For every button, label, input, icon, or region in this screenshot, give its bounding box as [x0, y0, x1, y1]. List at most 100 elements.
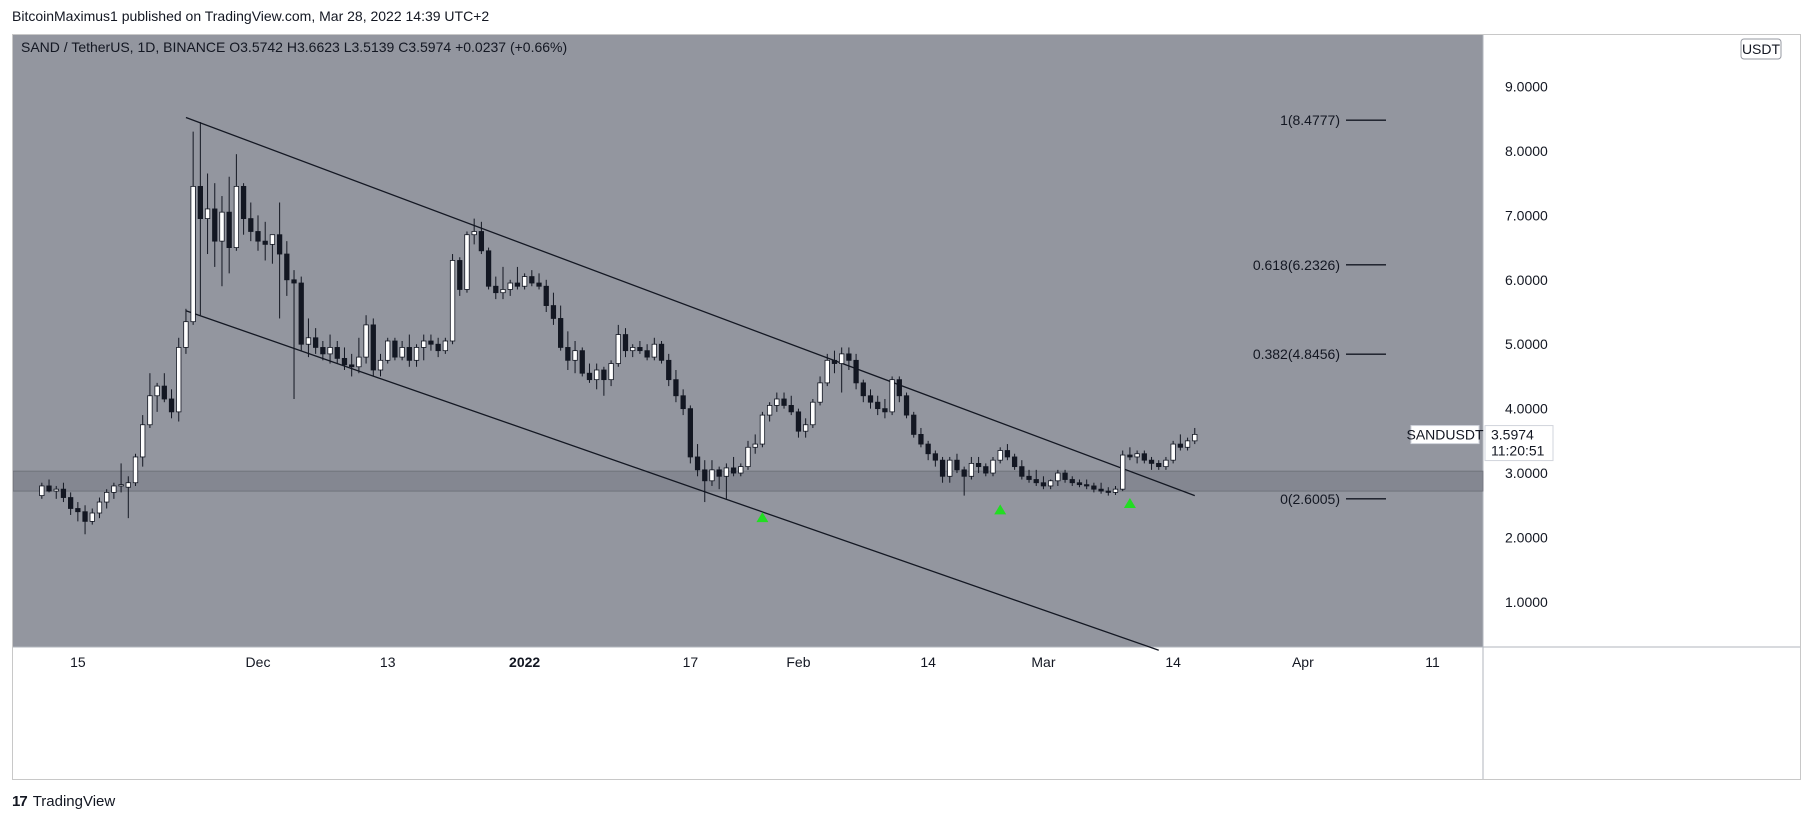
- candle: [298, 276, 304, 351]
- ticker-label-box: [1410, 425, 1480, 445]
- candle: [190, 131, 196, 325]
- y-axis-tick-label: 2.0000: [1505, 529, 1548, 545]
- candle: [449, 254, 456, 345]
- candle-body: [377, 359, 384, 371]
- candle-body: [1148, 459, 1155, 464]
- candle: [226, 176, 232, 274]
- bounce-arrow-icon: [756, 512, 769, 523]
- candle: [140, 415, 146, 467]
- y-axis-tick-label: 8.0000: [1505, 143, 1548, 159]
- candle-body: [125, 482, 131, 488]
- candle-body: [349, 364, 355, 368]
- candle-body: [1040, 482, 1047, 487]
- candle-body: [320, 347, 326, 355]
- legend-part: SAND / TetherUS, 1D, BINANCE: [21, 39, 229, 55]
- candle: [630, 344, 636, 358]
- candle-body: [262, 240, 268, 245]
- candle-body: [968, 462, 975, 477]
- candle-body: [1084, 484, 1090, 487]
- candle-body: [406, 347, 412, 361]
- legend-part: L: [344, 39, 352, 55]
- candle: [925, 440, 931, 461]
- candle-body: [651, 343, 657, 358]
- candle: [860, 379, 866, 403]
- candle-body: [658, 343, 665, 361]
- candle: [1004, 444, 1011, 461]
- candle: [1076, 479, 1083, 488]
- support-zone: [13, 470, 1484, 492]
- candle: [594, 363, 600, 390]
- chart-container[interactable]: 1(8.4777) 0.618(6.2326) 0.382(4.8456) 0(2.6…: [12, 34, 1801, 780]
- candle-body: [421, 340, 427, 348]
- candle-body: [1112, 488, 1119, 493]
- candle-body: [478, 231, 485, 252]
- candle-body: [255, 231, 261, 242]
- candle: [1033, 469, 1039, 486]
- legend-part: 3.5139: [352, 39, 399, 55]
- x-axis-tick-label: Dec: [246, 654, 271, 670]
- x-axis-tick-label: 14: [1165, 654, 1181, 670]
- candle: [75, 502, 81, 522]
- candle: [745, 440, 751, 470]
- legend-part: 3.6623: [297, 39, 344, 55]
- candle: [1084, 479, 1090, 490]
- candle-body: [875, 401, 881, 410]
- candle: [572, 341, 578, 374]
- candle: [125, 476, 131, 519]
- y-axis-tick-label: 3.0000: [1505, 465, 1548, 481]
- fib-level-label: 0.382(4.8456): [1253, 346, 1340, 362]
- candle: [442, 337, 448, 354]
- candle: [428, 334, 434, 351]
- candle-body: [781, 398, 787, 406]
- candle: [291, 270, 297, 399]
- candlestick-chart[interactable]: 1(8.4777) 0.618(6.2326) 0.382(4.8456) 0(2.6…: [13, 35, 1800, 779]
- candle-body: [947, 459, 953, 477]
- candle-body: [39, 485, 45, 497]
- candle: [1040, 476, 1047, 490]
- candle: [521, 273, 528, 290]
- candle: [1127, 447, 1133, 461]
- footer: 17 TradingView: [12, 793, 115, 810]
- candle: [529, 270, 535, 287]
- bounce-arrow-icon: [1123, 497, 1136, 508]
- channel-lower-line: [185, 310, 1159, 651]
- candle-body: [75, 508, 81, 513]
- candle: [990, 456, 996, 477]
- candle-body: [46, 485, 52, 492]
- candle-body: [140, 424, 146, 458]
- candle-body: [226, 211, 232, 248]
- candle: [1141, 450, 1147, 464]
- candle-body: [889, 379, 895, 413]
- candle: [709, 460, 715, 486]
- candle: [702, 460, 708, 503]
- candle: [536, 273, 542, 290]
- candle: [766, 402, 773, 422]
- candle-body: [154, 385, 160, 397]
- candle-body: [1141, 453, 1147, 461]
- candle-body: [990, 459, 996, 474]
- candle-body: [118, 484, 124, 487]
- candle: [161, 373, 167, 403]
- candle-body: [810, 401, 816, 426]
- candle: [637, 341, 643, 354]
- candle: [154, 382, 160, 412]
- candle-body: [896, 379, 902, 397]
- legend-part: C: [398, 39, 408, 55]
- candle-body: [673, 379, 679, 397]
- candle-body: [680, 395, 686, 410]
- candle-body: [1184, 440, 1191, 448]
- candle-body: [1004, 450, 1011, 458]
- candle: [406, 334, 412, 367]
- candle-body: [204, 208, 211, 220]
- candle: [1026, 469, 1032, 483]
- candle-body: [507, 282, 513, 290]
- candle: [550, 292, 557, 325]
- x-axis-tick-label: 11: [1425, 654, 1440, 670]
- candle-body: [96, 501, 103, 514]
- candle-body: [702, 469, 708, 482]
- fib-level-label: 0(2.6005): [1280, 491, 1340, 507]
- candle: [824, 353, 830, 387]
- legend-part: +0.0237 (+0.66%): [455, 39, 567, 55]
- candle-body: [983, 466, 989, 474]
- candle: [997, 447, 1003, 464]
